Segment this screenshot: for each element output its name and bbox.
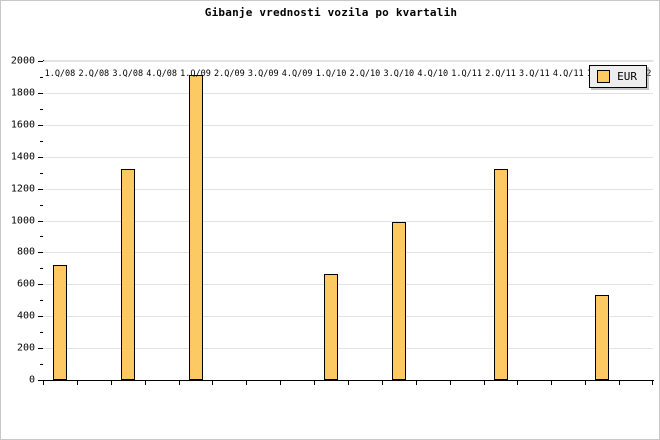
gridline [43,348,653,350]
x-tick [517,380,518,385]
y-axis-label: 1400 [10,151,35,163]
y-axis-label: 1000 [10,215,35,226]
y-tick-major [38,61,43,62]
y-axis-label: 0 [28,374,35,386]
x-tick [619,380,620,385]
y-tick-major [38,156,43,158]
gridline [43,124,653,126]
x-axis-label: 2.Q/11 [485,69,516,79]
y-tick-minor [40,236,43,238]
y-tick-major [38,316,43,318]
bar [120,169,135,380]
x-axis-label: 3.Q/11 [519,69,550,79]
x-axis-label: 4.Q/10 [417,69,449,79]
bar [324,273,339,380]
y-tick-minor [40,76,43,78]
bar [52,265,67,380]
y-axis-label: 400 [16,310,35,322]
x-tick [484,380,485,385]
y-tick-minor [40,364,43,366]
x-axis-label: 1.Q/09 [180,69,211,79]
x-tick [416,380,417,385]
y-tick-minor [40,268,43,270]
x-tick [585,380,586,385]
y-axis-label: 800 [16,246,35,258]
x-axis-label: 2.Q/08 [78,69,110,79]
legend-swatch-eur [597,70,611,83]
y-axis-label: 200 [16,342,35,354]
gridline [43,61,653,62]
y-tick-minor [40,108,43,110]
y-tick-minor [40,140,43,142]
x-axis-label: 2.Q/10 [349,69,381,79]
y-axis-label: 2000 [10,55,35,67]
x-tick [551,380,552,385]
plot-area: 0 200 400 600 800 1000 1200 1400 1600 1800 2000 1.… [11,56,653,386]
chart-legend: EUR [589,65,647,88]
y-tick-major [38,220,43,222]
x-tick [246,380,247,385]
gridline [43,92,653,94]
plot-top-border [43,60,654,61]
x-axis-label: 2.Q/09 [214,69,245,79]
gridline [43,156,653,158]
x-axis-label: 4.Q/09 [281,69,313,79]
y-axis-label: 1600 [10,119,35,131]
x-tick [314,380,315,385]
x-axis-label: 1.Q/08 [44,69,76,79]
gridline [43,188,653,190]
bar [188,74,203,380]
x-axis-label: 4.Q/08 [146,69,177,79]
x-tick [280,380,281,385]
bar [595,295,610,380]
y-tick-major [38,348,43,350]
y-tick-major [38,92,43,94]
x-axis-label: 1.Q/10 [315,69,347,79]
y-axis-label: 1800 [10,87,35,99]
y-axis-label: 1200 [10,183,35,195]
gridline [43,316,653,318]
x-tick [145,380,146,385]
gridline [43,284,653,286]
x-tick [111,380,112,385]
y-tick-major [38,252,43,254]
x-axis-label: 3.Q/10 [383,69,415,79]
x-tick [382,380,383,385]
x-axis-label: 3.Q/09 [247,69,279,79]
bar [493,169,508,380]
x-tick [652,380,653,385]
y-tick-minor [40,300,43,302]
legend-label-eur: EUR [617,70,637,83]
gridline [43,220,653,222]
y-tick-minor [40,204,43,206]
y-axis-label: 600 [16,278,35,290]
x-tick [348,380,349,385]
x-tick [450,380,451,385]
x-tick [212,380,213,385]
gridline [43,252,653,254]
y-tick-minor [40,332,43,334]
y-tick-minor [40,172,43,174]
x-tick [77,380,78,385]
bar [391,222,406,380]
x-axis-label: 4.Q/11 [552,69,584,79]
x-axis-label: 3.Q/08 [112,69,144,79]
y-tick-major [38,188,43,190]
y-tick-major [38,284,43,286]
y-tick-major [38,124,43,126]
x-tick [43,380,44,385]
chart-title: Gibanje vrednosti vozila po kvartalih [204,6,458,19]
y-tick-major [38,380,43,381]
x-axis-label: 1.Q/11 [451,69,482,79]
x-tick [179,380,180,385]
